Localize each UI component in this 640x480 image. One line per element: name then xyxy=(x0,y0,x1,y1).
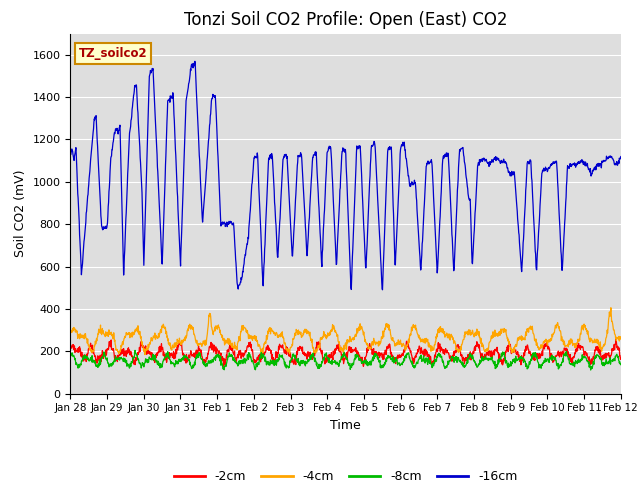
Text: TZ_soilco2: TZ_soilco2 xyxy=(79,47,147,60)
X-axis label: Time: Time xyxy=(330,419,361,432)
Title: Tonzi Soil CO2 Profile: Open (East) CO2: Tonzi Soil CO2 Profile: Open (East) CO2 xyxy=(184,11,508,29)
Legend: -2cm, -4cm, -8cm, -16cm: -2cm, -4cm, -8cm, -16cm xyxy=(168,465,523,480)
Y-axis label: Soil CO2 (mV): Soil CO2 (mV) xyxy=(14,170,27,257)
